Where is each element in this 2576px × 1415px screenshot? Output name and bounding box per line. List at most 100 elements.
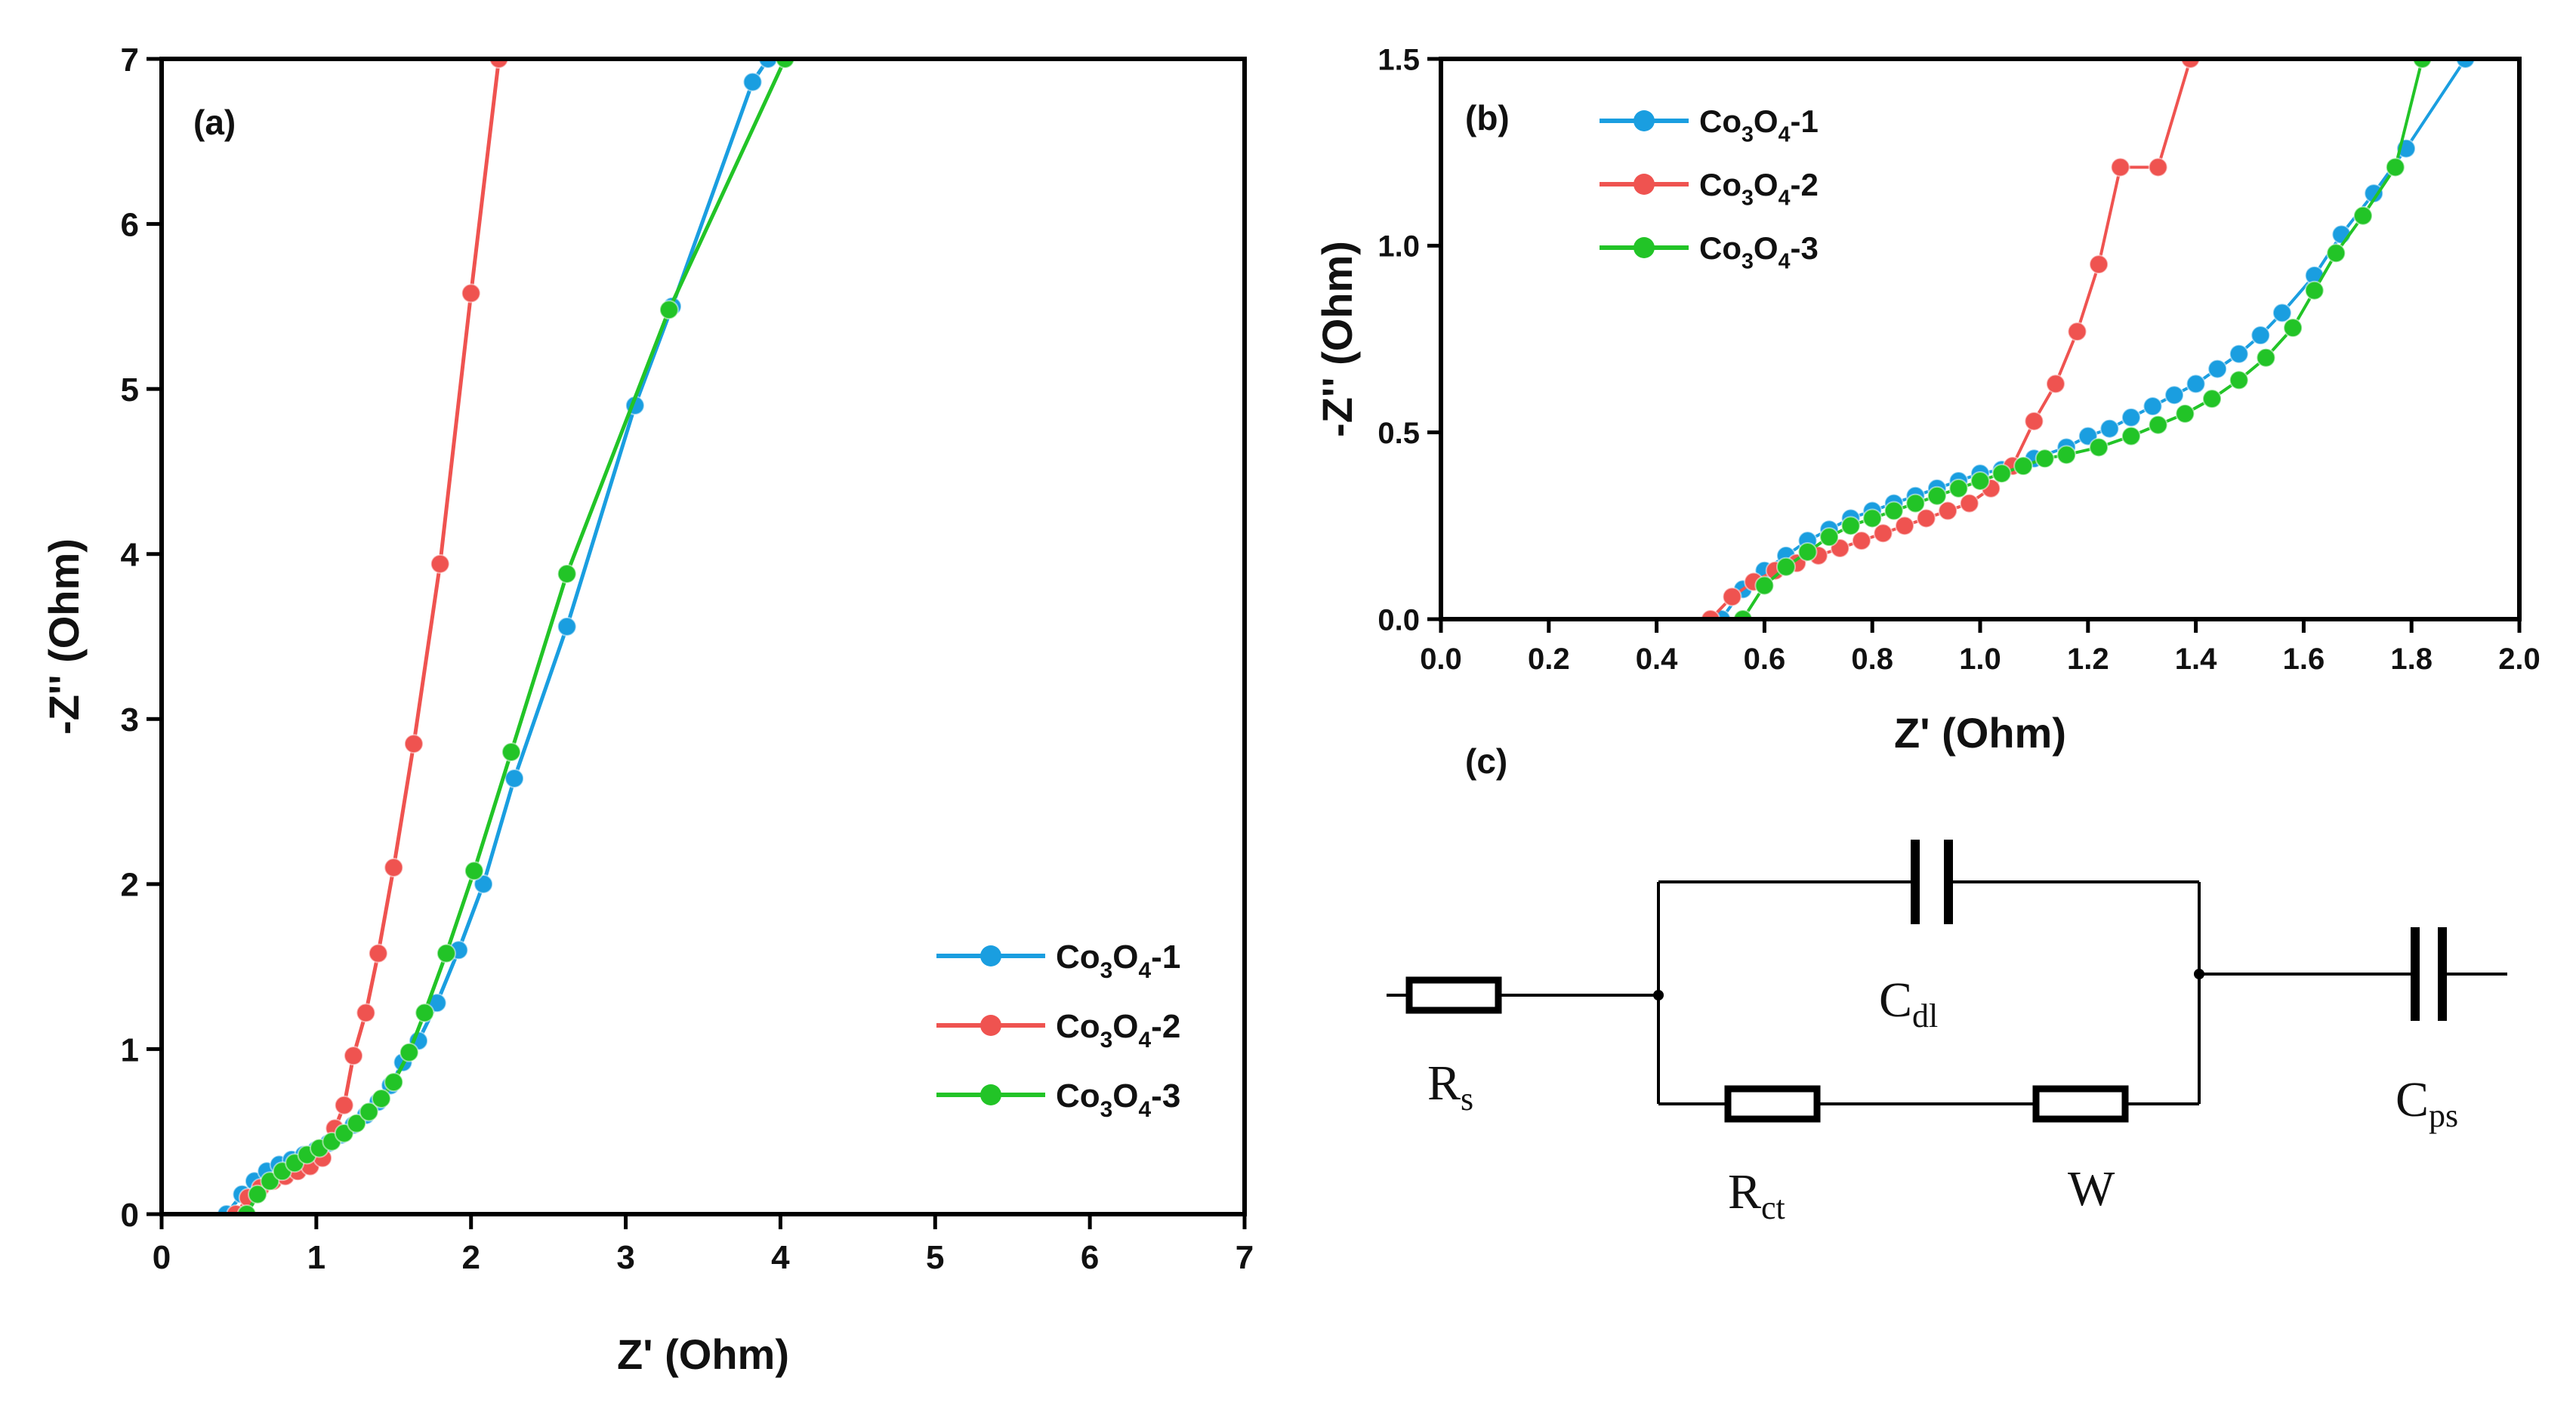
legend-text-part: 4 <box>1139 1097 1152 1122</box>
panel-b-series-2-point <box>1916 508 1936 529</box>
panel-a-series-3-point <box>436 943 456 963</box>
label-rct: Rct <box>1728 1164 1785 1226</box>
panel-a-series-3-point <box>557 563 577 584</box>
panel-b-series-1-point <box>2164 385 2185 405</box>
resistor-rct <box>1724 1085 1821 1123</box>
panel-b-series-2-point <box>1851 531 1871 551</box>
legend-text-part: 3 <box>1741 123 1754 147</box>
panel-a-series-group <box>217 59 795 1214</box>
panel-a-series-3-point <box>248 1184 268 1204</box>
panel-a-series-line-1 <box>225 59 770 1214</box>
panel-a-y-tick-label: 5 <box>121 371 139 408</box>
panel-b-x-tick-label: 1.4 <box>2175 643 2217 676</box>
panel-b-x-tick-label: 1.6 <box>2283 643 2325 676</box>
panel-a-series-1-point <box>557 616 577 637</box>
panel-b-x-tick-label: 0.4 <box>1636 643 1678 676</box>
panel-b-series-1-point <box>2121 407 2141 427</box>
legend-text-part: Co <box>1699 103 1741 139</box>
panel-b-series-2-point <box>2045 374 2065 394</box>
panel-b-series-3-point <box>2326 243 2346 264</box>
panel-b-series-2-point <box>1895 516 1915 536</box>
legend-text-part: 4 <box>1779 123 1791 147</box>
panel-b-legend-label-2: Co3O4-2 <box>1699 167 1819 211</box>
panel-a-y-tick-label: 3 <box>121 701 139 738</box>
panel-a-legend-marker-2 <box>980 1015 1001 1036</box>
node-right <box>2194 969 2204 979</box>
panel-b-series-3-point <box>2056 445 2077 465</box>
panel-a-y-tick-label: 4 <box>121 537 140 574</box>
panel-a-series-3-point <box>347 1113 367 1133</box>
legend-text-part: -1 <box>1151 939 1180 976</box>
panel-a-x-tick-label: 3 <box>616 1239 634 1276</box>
panel-b-series-3-point <box>1819 527 1840 547</box>
panel-b-series-3-point <box>1905 493 1926 513</box>
panel-a-series-2-point <box>344 1046 364 1066</box>
panel-a-x-ticks: 0 1 2 3 4 5 6 7 <box>153 1214 1254 1276</box>
panel-b-x-tick-label: 1.2 <box>2067 643 2109 676</box>
legend-text-part: 3 <box>1100 958 1113 983</box>
panel-a-x-tick-label: 5 <box>926 1239 944 1276</box>
panel-b-y-ticks: 0.0 0.5 1.0 1.5 <box>1377 43 1441 637</box>
panel-b-legend-marker-1 <box>1634 110 1655 131</box>
panel-a-series-3-point <box>659 300 679 320</box>
panel-b-series-2-point <box>1938 501 1958 521</box>
panel-b-series-2-point <box>2148 157 2168 177</box>
legend-text-part: O <box>1112 939 1138 976</box>
panel-b-series-1-point <box>2229 344 2249 364</box>
label-cdl: Cdl <box>1879 973 1938 1034</box>
resistor-rs <box>1405 976 1502 1014</box>
legend-text-part: 3 <box>1741 187 1754 211</box>
legend-text-part: 4 <box>1779 250 1791 274</box>
panel-a-y-ticks: 0 1 2 3 4 5 6 7 <box>121 42 162 1234</box>
panel-a-series-2-point <box>384 858 404 877</box>
panel-b-series-1-point <box>2272 303 2292 323</box>
panel-b-y-tick-label: 1.0 <box>1377 230 1420 264</box>
panel-a-series-1-point <box>474 874 494 894</box>
panel-b-series-3-point <box>1927 486 1947 506</box>
panel-b-series-3-point <box>1991 464 2012 484</box>
panel-b-series-2-point <box>1873 523 1893 544</box>
panel-b-legend-label-1: Co3O4-1 <box>1699 103 1819 147</box>
panel-a-series-3-point <box>464 861 484 881</box>
panel-b-series-1-point <box>2143 396 2163 417</box>
panel-a: 0 1 2 3 4 5 6 7 0 1 2 3 4 5 6 7 (a) Z' (Ohm) -Z'' (Ohm… <box>40 42 1254 1378</box>
panel-b-x-tick-label: 0.0 <box>1420 643 1462 676</box>
label-rct-sub: ct <box>1761 1189 1785 1226</box>
panel-a-series-2-point <box>368 943 388 963</box>
legend-text-part: 4 <box>1779 187 1791 211</box>
panel-b-x-tick-label: 1.0 <box>1959 643 2001 676</box>
label-rct-main: R <box>1728 1164 1761 1219</box>
panel-b-series-2-point <box>1959 493 1979 513</box>
panel-a-series-line-2 <box>234 59 501 1214</box>
legend-text-part: Co <box>1699 167 1741 202</box>
panel-a-x-tick-label: 4 <box>771 1239 790 1276</box>
legend-text-part: Co <box>1056 1077 1100 1114</box>
panel-b-series-2-point <box>2110 157 2130 177</box>
panel-c-label: (c) <box>1465 741 1507 781</box>
panel-b-series-2-point <box>2067 322 2087 342</box>
legend-text-part: O <box>1112 1008 1138 1045</box>
panel-a-series-1-point <box>742 72 763 92</box>
panel-b-series-1-point <box>2099 418 2120 439</box>
panel-b-series-3-point <box>2385 157 2405 177</box>
panel-b-frame <box>1439 57 2522 621</box>
panel-b-series-3-point <box>1797 541 1818 562</box>
panel-a-legend-label-1: Co3O4-1 <box>1056 939 1180 983</box>
label-cps-main: C <box>2396 1072 2429 1127</box>
legend-text-part: 3 <box>1100 1097 1113 1122</box>
panel-b-series-3-point <box>1754 575 1775 596</box>
panel-a-series-3-point <box>415 1003 435 1023</box>
panel-b-series-3-point <box>1840 516 1861 536</box>
panel-a-series-2-point <box>356 1003 376 1023</box>
panel-b-series-3-point <box>2013 456 2034 476</box>
panel-b-series-2-point <box>1722 587 1742 607</box>
panel-b-x-ticks: 0.0 0.2 0.4 0.6 0.8 1.0 1.2 1.4 1.6 1.8 2.0 <box>1420 619 2541 676</box>
panel-b-series-3-point <box>1883 501 1904 521</box>
panel-a-series-1-point <box>504 768 525 788</box>
legend-text-part: O <box>1112 1077 1138 1114</box>
panel-a-label: (a) <box>193 103 236 142</box>
legend-text-part: -1 <box>1790 103 1818 139</box>
panel-b-label: (b) <box>1465 98 1510 137</box>
